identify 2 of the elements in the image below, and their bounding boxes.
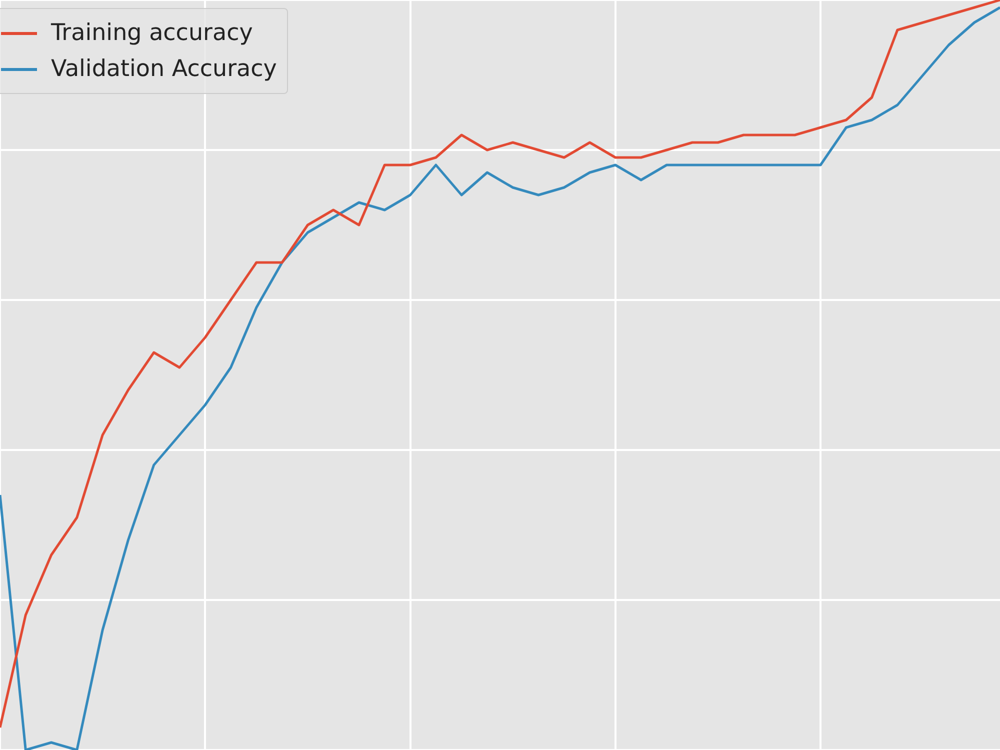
legend-label: Training accuracy — [51, 19, 253, 48]
legend-label: Validation Accuracy — [51, 55, 277, 84]
